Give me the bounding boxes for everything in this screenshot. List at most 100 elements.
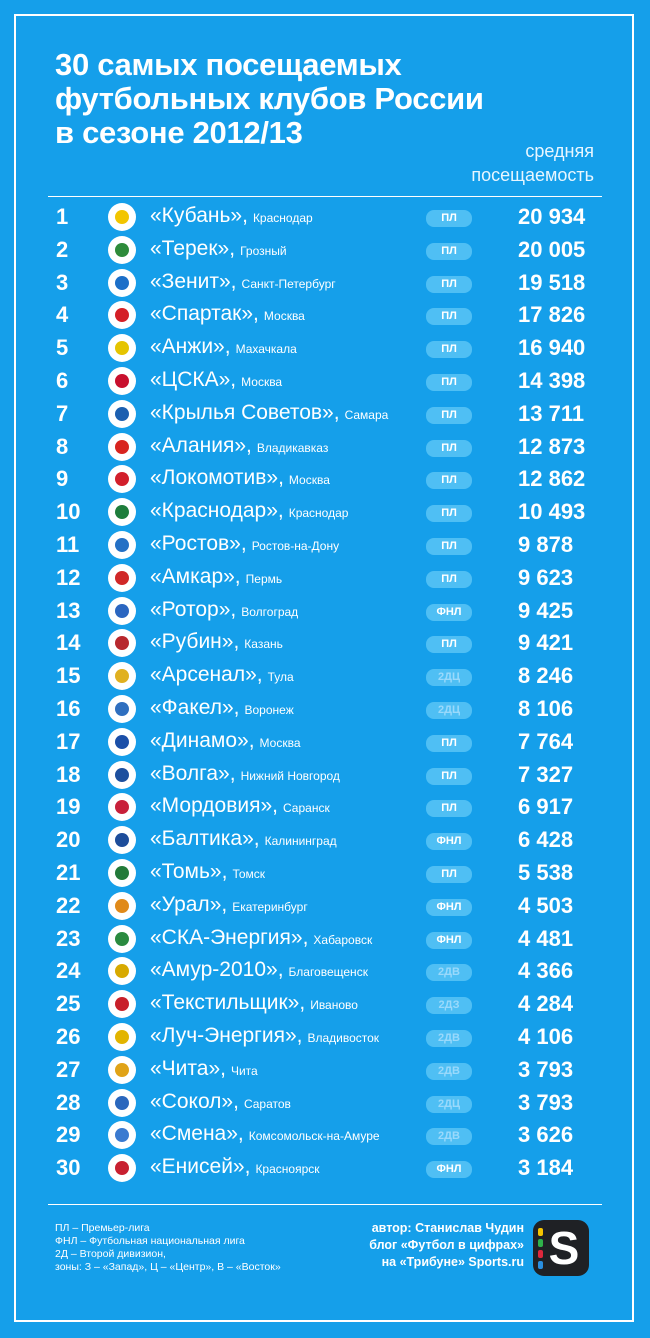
list-item: 27 «Чита», Чита 2ДВ 3 793 <box>0 1054 650 1087</box>
club-crest-icon <box>108 826 136 855</box>
list-item: 24 «Амур-2010», Благовещенск 2ДВ 4 366 <box>0 955 650 988</box>
crest-color-dot <box>115 1095 129 1110</box>
list-item: 6 «ЦСКА», Москва ПЛ 14 398 <box>0 365 650 398</box>
club-name: «Алания», <box>150 433 252 457</box>
club-label: «Ростов», Ростов-на-Дону <box>150 532 339 556</box>
club-crest-icon <box>108 629 136 658</box>
rank-number: 4 <box>56 302 69 328</box>
league-badge: ПЛ <box>426 505 472 523</box>
crest-color-dot <box>115 1062 129 1077</box>
crest-color-dot <box>115 669 129 684</box>
attendance-value: 16 940 <box>518 335 586 361</box>
attendance-value: 9 878 <box>518 531 574 557</box>
club-label: «Луч-Энергия», Владивосток <box>150 1024 379 1048</box>
rank-number: 7 <box>56 400 69 426</box>
attendance-value: 4 481 <box>518 925 574 951</box>
rank-number: 23 <box>56 925 81 951</box>
club-label: «Кубань», Краснодар <box>150 204 313 228</box>
list-item: 13 «Ротор», Волгоград ФНЛ 9 425 <box>0 595 650 628</box>
crest-color-dot <box>115 898 129 913</box>
list-item: 21 «Томь», Томск ПЛ 5 538 <box>0 857 650 890</box>
logo-color-bar <box>538 1228 543 1236</box>
club-crest-icon <box>108 891 136 920</box>
legend-notes: ПЛ – Премьер-лига ФНЛ – Футбольная нацио… <box>55 1222 281 1274</box>
crest-color-dot <box>115 308 129 323</box>
attendance-value: 17 826 <box>518 302 586 328</box>
club-label: «Терек», Грозный <box>150 237 287 261</box>
rank-number: 11 <box>56 531 80 557</box>
attendance-value: 3 793 <box>518 1089 574 1115</box>
legend-line: зоны: З – «Запад», Ц – «Центр», В – «Вос… <box>55 1261 281 1273</box>
list-item: 26 «Луч-Энергия», Владивосток 2ДВ 4 106 <box>0 1021 650 1054</box>
crest-color-dot <box>115 734 129 749</box>
attendance-value: 8 246 <box>518 663 574 689</box>
rank-number: 21 <box>56 859 81 885</box>
league-badge: ПЛ <box>426 865 472 883</box>
club-name: «Динамо», <box>150 728 255 752</box>
list-item: 5 «Анжи», Махачкала ПЛ 16 940 <box>0 332 650 365</box>
club-city: Москва <box>263 309 305 324</box>
league-badge: 2ДВ <box>426 1128 472 1146</box>
club-crest-icon <box>108 1154 136 1183</box>
crest-color-dot <box>115 242 129 257</box>
club-city: Владивосток <box>307 1030 380 1045</box>
league-badge: ПЛ <box>426 800 472 818</box>
club-label: «Енисей», Красноярск <box>150 1155 320 1179</box>
list-item: 28 «Сокол», Саратов 2ДЦ 3 793 <box>0 1087 650 1120</box>
club-crest-icon <box>108 1088 136 1117</box>
sports-ru-letter: S <box>548 1222 580 1274</box>
ranking-list: 1 «Кубань», Краснодар ПЛ 20 934 2 «Терек», Гроз… <box>0 201 650 1185</box>
club-name: «Анжи», <box>150 335 231 359</box>
club-label: «Текстильщик», Иваново <box>150 991 358 1015</box>
page-title: 30 самых посещаемых футбольных клубов Ро… <box>55 48 575 150</box>
list-item: 1 «Кубань», Краснодар ПЛ 20 934 <box>0 201 650 234</box>
league-badge: ПЛ <box>426 308 472 326</box>
list-item: 10 «Краснодар», Краснодар ПЛ 10 493 <box>0 496 650 529</box>
league-badge: ФНЛ <box>426 931 472 949</box>
club-name: «Амкар», <box>150 564 241 588</box>
club-crest-icon <box>108 301 136 330</box>
rank-number: 9 <box>56 466 69 492</box>
league-badge: ПЛ <box>426 734 472 752</box>
crest-color-dot <box>115 800 129 815</box>
club-city: Грозный <box>240 243 287 258</box>
crest-color-dot <box>115 701 129 716</box>
attendance-value: 4 366 <box>518 958 574 984</box>
club-label: «Балтика», Калининград <box>150 827 337 851</box>
attendance-value: 4 503 <box>518 892 574 918</box>
club-name: «Томь», <box>150 859 228 883</box>
attendance-value: 9 421 <box>518 630 574 656</box>
attendance-value: 6 917 <box>518 794 574 820</box>
club-crest-icon <box>108 990 136 1019</box>
club-name: «Крылья Советов», <box>150 400 340 424</box>
club-name: «Мордовия», <box>150 794 278 818</box>
crest-color-dot <box>115 833 129 848</box>
league-badge: ПЛ <box>426 406 472 424</box>
club-label: «Томь», Томск <box>150 860 265 884</box>
attendance-value: 7 764 <box>518 728 574 754</box>
club-crest-icon <box>108 957 136 986</box>
club-city: Краснодар <box>288 506 349 521</box>
club-city: Чита <box>230 1063 258 1078</box>
league-badge: ПЛ <box>426 537 472 555</box>
legend-line: ФНЛ – Футбольная национальная лига <box>55 1235 245 1247</box>
list-item: 25 «Текстильщик», Иваново 2ДЗ 4 284 <box>0 988 650 1021</box>
rank-number: 25 <box>56 991 81 1017</box>
legend-line: ПЛ – Премьер-лига <box>55 1222 150 1234</box>
club-label: «ЦСКА», Москва <box>150 368 282 392</box>
rank-number: 15 <box>56 663 81 689</box>
attendance-value: 4 284 <box>518 991 574 1017</box>
club-city: Владикавказ <box>256 440 329 455</box>
club-name: «Спартак», <box>150 302 259 326</box>
club-crest-icon <box>108 760 136 789</box>
club-city: Тула <box>267 670 294 685</box>
club-name: «Балтика», <box>150 827 260 851</box>
logo-color-bar <box>538 1239 543 1247</box>
club-city: Иваново <box>310 998 358 1013</box>
rank-number: 22 <box>56 892 81 918</box>
attendance-value: 20 005 <box>518 236 586 262</box>
club-label: «Рубин», Казань <box>150 630 283 654</box>
list-item: 20 «Балтика», Калининград ФНЛ 6 428 <box>0 824 650 857</box>
club-crest-icon <box>108 268 136 297</box>
list-item: 18 «Волга», Нижний Новгород ПЛ 7 327 <box>0 759 650 792</box>
